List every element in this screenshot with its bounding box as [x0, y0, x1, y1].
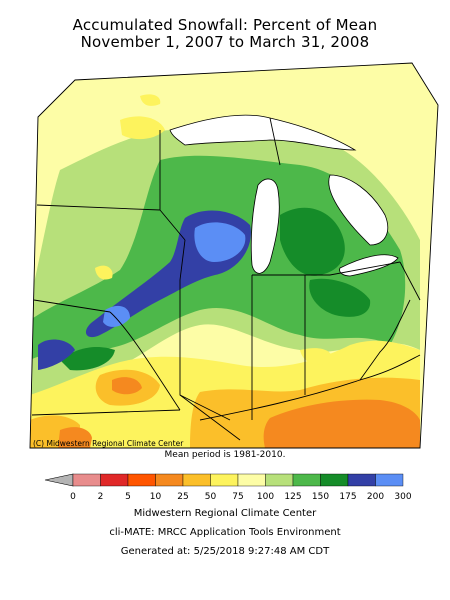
legend-tick-label: 10	[150, 492, 162, 502]
legend-swatch	[320, 473, 349, 487]
great-lakes	[169, 114, 399, 277]
contour-175-200	[280, 207, 345, 276]
legend-swatch	[182, 473, 211, 487]
map-date-range: November 1, 2007 to March 31, 2008	[80, 33, 370, 51]
contour-25-50	[112, 377, 142, 395]
footer-center-name: Midwestern Regional Climate Center	[133, 508, 317, 519]
legend-tick-label: 5	[125, 492, 131, 502]
legend-tick-label: 175	[339, 492, 356, 502]
legend-swatch	[292, 473, 321, 487]
legend-tick-label: 0	[70, 492, 76, 502]
copyright-credit: (C) Midwestern Regional Climate Center	[33, 439, 184, 448]
state-boundaries	[29, 62, 439, 449]
map-outline	[29, 62, 439, 449]
legend-tick-label: 100	[257, 492, 274, 502]
legend-tick-label: 2	[98, 492, 104, 502]
lake-michigan	[250, 178, 280, 274]
legend-swatch	[72, 473, 101, 487]
legend-tick-label: 200	[367, 492, 384, 502]
map-title: Accumulated Snowfall: Percent of Mean	[72, 16, 378, 34]
legend-swatch	[375, 473, 404, 487]
legend-swatch	[127, 473, 156, 487]
legend-swatch	[347, 473, 376, 487]
contour-over-300	[194, 222, 246, 262]
legend-tick-label: 150	[312, 492, 329, 502]
lake-huron	[328, 174, 389, 246]
legend-tick-label: 25	[177, 492, 188, 502]
lake-superior	[169, 114, 357, 151]
legend-tick-label: 300	[394, 492, 411, 502]
legend-tick-label: 50	[205, 492, 217, 502]
legend-tick-label: 75	[232, 492, 243, 502]
legend-swatch	[237, 473, 266, 487]
footer-tool-name: cli-MATE: MRCC Application Tools Environ…	[109, 527, 341, 538]
legend-swatch	[100, 473, 129, 487]
legend-swatch	[210, 473, 239, 487]
footer-generated-time: Generated at: 5/25/2018 9:27:48 AM CDT	[120, 546, 330, 557]
legend-swatch	[265, 473, 294, 487]
mean-period-note: Mean period is 1981-2010.	[164, 450, 286, 460]
legend-tick-label: 125	[284, 492, 301, 502]
legend-arrow	[44, 473, 74, 487]
legend-swatch	[155, 473, 184, 487]
